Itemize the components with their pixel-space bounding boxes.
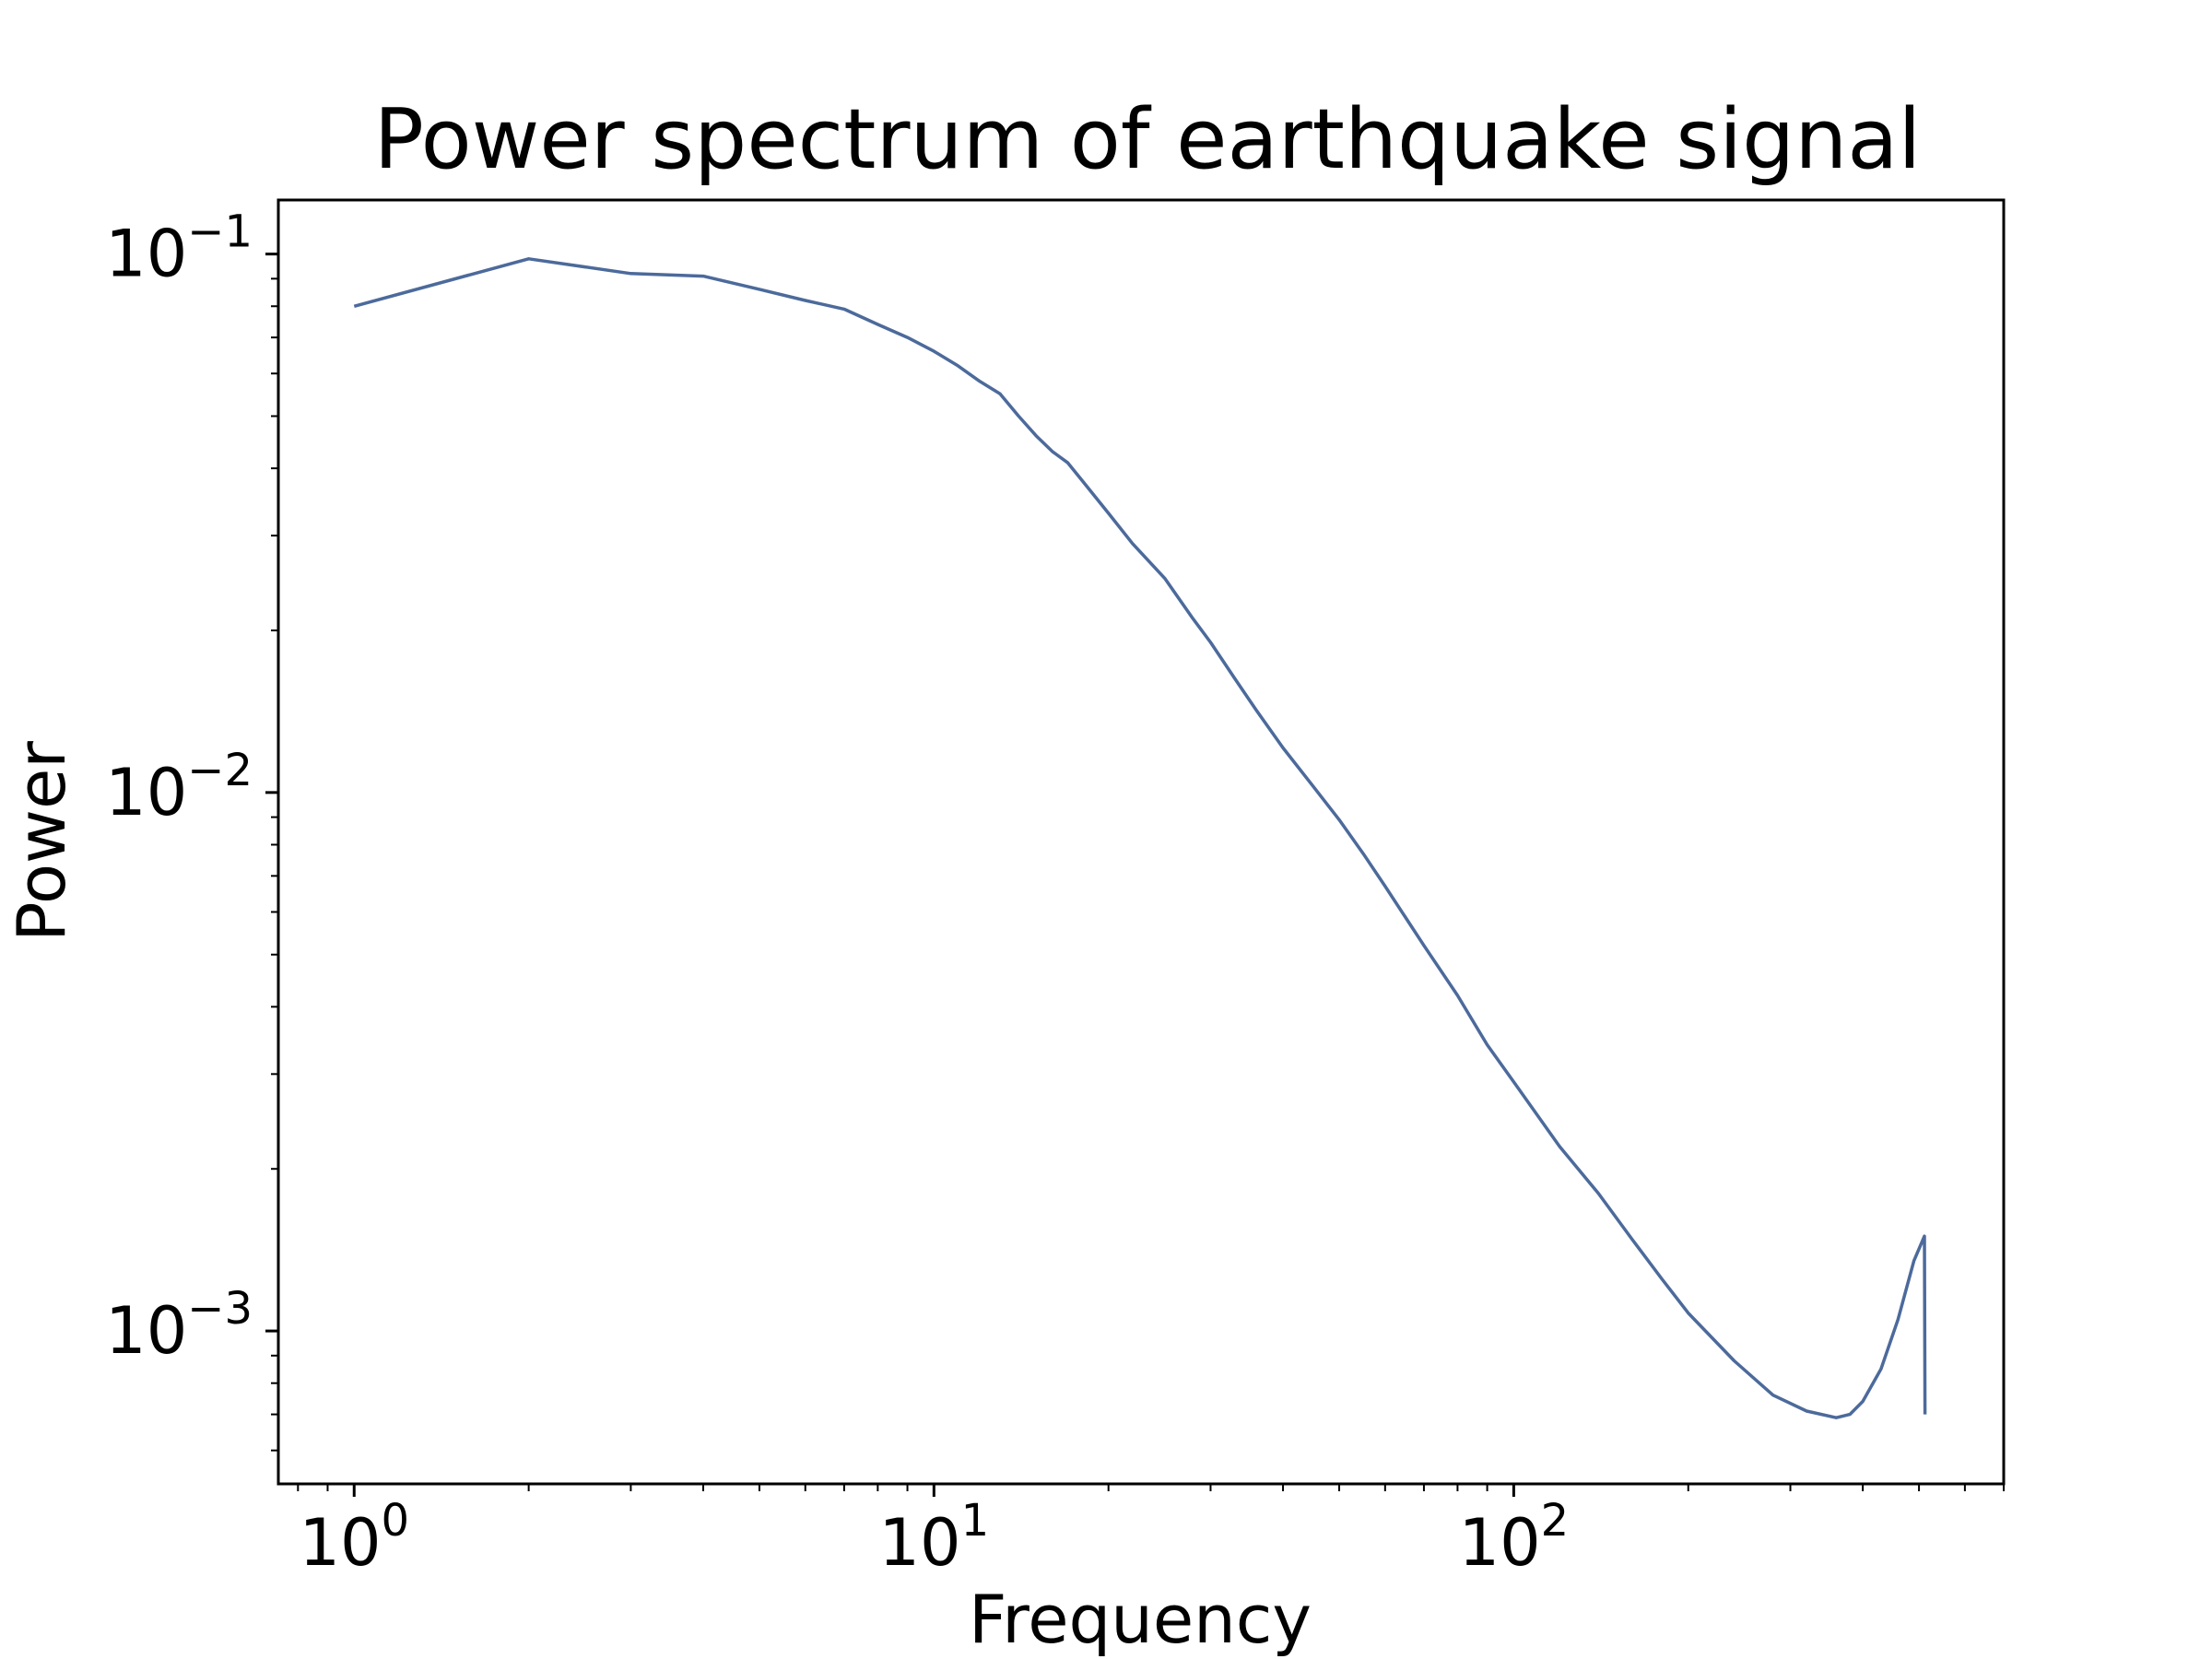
series-layer (353, 257, 1927, 1419)
x-tick-label: 101 (879, 1495, 990, 1581)
x-tick-label: 102 (1459, 1495, 1570, 1581)
chart-title: Power spectrum of earthquake signal (374, 91, 1922, 188)
y-tick-label: 10−1 (105, 206, 253, 292)
y-tick-label: 10−3 (105, 1283, 253, 1369)
x-tick-label: 100 (299, 1495, 409, 1581)
y-tick-label: 10−2 (105, 745, 253, 830)
x-axis-ticks: 100 101 102 (297, 1484, 2005, 1581)
plot-area-frame (276, 198, 2006, 1486)
y-axis-label: Power (3, 741, 80, 942)
series-line-0 (353, 257, 1927, 1419)
y-axis-ticks: 10−3 10−2 10−1 (105, 206, 278, 1452)
x-axis-label: Frequency (969, 1581, 1312, 1658)
